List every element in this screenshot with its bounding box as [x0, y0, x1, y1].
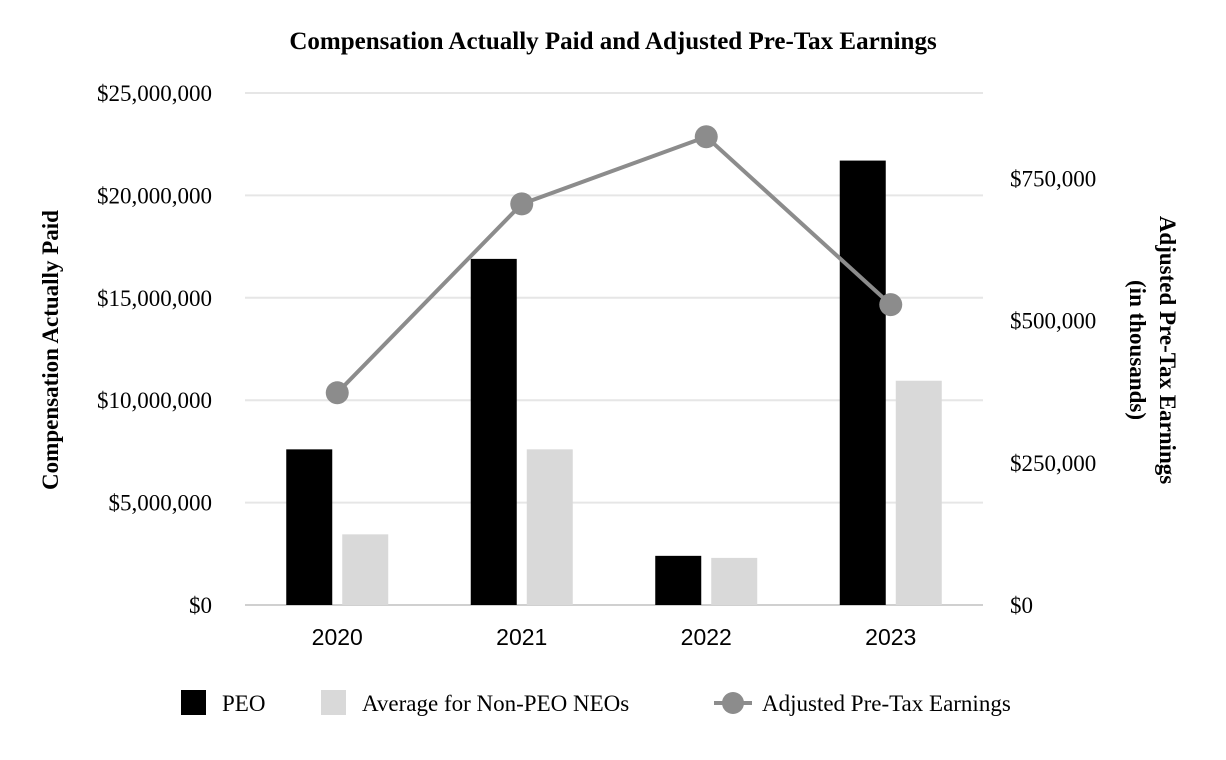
legend-item-peo: PEO	[181, 690, 265, 716]
left-axis-tick-label: $20,000,000	[97, 183, 212, 208]
earnings-point	[694, 125, 718, 149]
legend: PEO Average for Non-PEO NEOs Adjusted Pr…	[181, 690, 1011, 716]
bar-non-peo	[342, 534, 389, 605]
bar-peo	[655, 555, 702, 605]
x-axis-tick-label: 2020	[312, 624, 363, 650]
legend-swatch-non-peo	[321, 690, 346, 715]
left-axis-tick-label: $0	[189, 593, 212, 618]
right-axis-tick-label: $750,000	[1010, 166, 1096, 191]
x-axis-tick-label: 2023	[865, 624, 916, 650]
right-axis-label-line-1: Adjusted Pre-Tax Earnings	[1155, 216, 1180, 484]
legend-swatch-peo	[181, 690, 206, 715]
right-axis-tick-label: $500,000	[1010, 309, 1096, 334]
bar-non-peo	[895, 380, 942, 605]
legend-label-non-peo: Average for Non-PEO NEOs	[362, 691, 629, 716]
earnings-line	[325, 125, 903, 405]
right-axis-ticks: $0 $250,000 $500,000 $750,000	[1010, 166, 1096, 618]
earnings-line-path	[335, 134, 893, 395]
bar-peo	[839, 160, 886, 606]
legend-label-peo: PEO	[222, 691, 265, 716]
left-axis-tick-label: $10,000,000	[97, 388, 212, 413]
earnings-point	[510, 192, 534, 216]
x-axis-tick-label: 2022	[681, 624, 732, 650]
x-axis-tick-label: 2021	[496, 624, 547, 650]
legend-item-non-peo: Average for Non-PEO NEOs	[321, 690, 629, 716]
bar-peo	[470, 258, 517, 605]
left-axis-tick-label: $25,000,000	[97, 81, 212, 106]
right-axis-tick-label: $0	[1010, 593, 1033, 618]
bars	[286, 160, 942, 606]
bar-peo	[286, 449, 333, 605]
right-axis-tick-label: $250,000	[1010, 451, 1096, 476]
x-axis-ticks: 2020 2021 2022 2023	[312, 624, 917, 650]
earnings-point	[879, 293, 903, 317]
left-axis-tick-label: $15,000,000	[97, 286, 212, 311]
left-axis-label: Compensation Actually Paid	[38, 210, 63, 490]
right-axis-label-line-2: (in thousands)	[1125, 280, 1150, 420]
left-axis-tick-label: $5,000,000	[109, 491, 213, 516]
bar-non-peo	[711, 557, 758, 605]
bar-non-peo	[526, 449, 573, 605]
left-axis-ticks: $0 $5,000,000 $10,000,000 $15,000,000 $20,00…	[97, 81, 212, 618]
earnings-point	[325, 381, 349, 405]
right-axis-label: Adjusted Pre-Tax Earnings (in thousands)	[1125, 216, 1180, 484]
legend-item-earnings: Adjusted Pre-Tax Earnings	[714, 691, 1011, 716]
legend-swatch-earnings-marker	[722, 692, 744, 714]
legend-label-earnings: Adjusted Pre-Tax Earnings	[762, 691, 1011, 716]
chart-title: Compensation Actually Paid and Adjusted …	[289, 28, 937, 55]
